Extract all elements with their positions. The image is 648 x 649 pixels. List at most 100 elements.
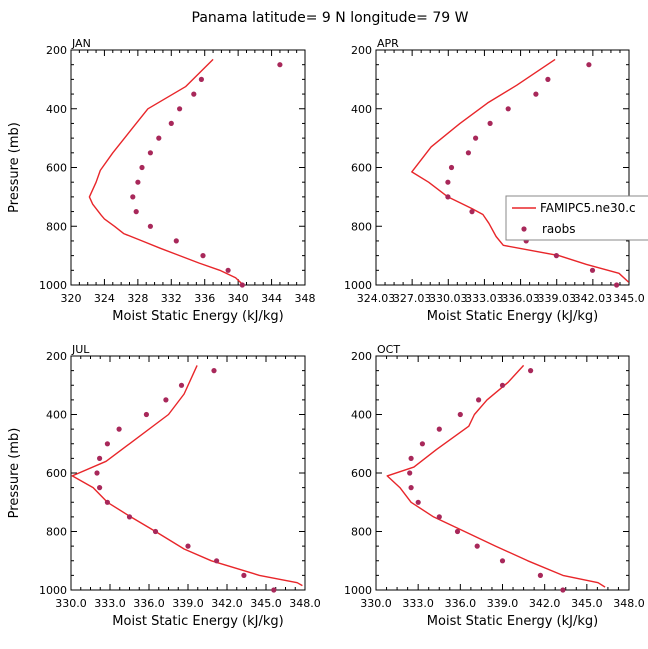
obs-point — [476, 397, 482, 403]
x-tick-label: 333.0 — [402, 597, 434, 610]
obs-point — [211, 368, 217, 374]
y-tick-label: 1000 — [344, 279, 372, 292]
y-tick-label: 200 — [351, 350, 372, 363]
x-tick-label: 336.03 — [501, 292, 540, 305]
x-tick-label: 345.0 — [250, 597, 282, 610]
x-tick-label: 324 — [94, 292, 115, 305]
obs-point — [173, 238, 179, 244]
y-tick-label: 400 — [46, 409, 67, 422]
model-line — [88, 58, 244, 286]
panel-jan: JAN 320 324 328 332 336 340 344 348 200 400 600 800 1… — [7, 37, 316, 324]
plot-frame — [375, 355, 630, 591]
obs-point — [152, 528, 159, 535]
obs-point — [104, 499, 110, 505]
obs-point — [407, 470, 413, 476]
legend-marker-obs — [521, 226, 527, 232]
legend: FAMIPC5.ne30.c raobs — [505, 195, 648, 241]
panel-label: JUL — [71, 343, 90, 356]
panel-apr: APR324.03327.03330.03333.03336.03339.033… — [344, 37, 645, 324]
panel-jul: JUL 330.0 333.0 336.0 339.0 342.0 345.0 348.0 20… — [7, 343, 321, 629]
obs-point — [104, 441, 110, 447]
obs-point — [143, 411, 149, 418]
x-tick-label: 339.03 — [537, 292, 576, 305]
obs-point — [177, 106, 183, 112]
y-tick-label: 800 — [351, 220, 372, 233]
x-tick-label: 336.0 — [445, 597, 477, 610]
y-tick-label: 800 — [351, 526, 372, 539]
obs-point — [457, 411, 463, 418]
obs-point — [147, 150, 153, 156]
x-tick-label: 333.0 — [94, 597, 126, 610]
x-tick-label: 320 — [61, 292, 82, 305]
obs-point — [537, 572, 544, 579]
obs-point — [419, 441, 425, 447]
obs-point — [454, 528, 461, 535]
x-axis-label: Moist Static Energy (kJ/kg) — [112, 309, 283, 324]
obs-point — [185, 543, 191, 549]
obs-point — [198, 76, 204, 82]
obs-point — [97, 455, 103, 461]
panel-oct: OCT 330.0 333.0 336.0 339.0 342.0 345.0 348.0 20… — [344, 343, 645, 629]
x-tick-label: 339.0 — [487, 597, 519, 610]
obs-point — [168, 120, 174, 126]
y-tick-label: 200 — [351, 44, 372, 57]
y-tick-label: 600 — [46, 162, 67, 175]
plot-frame — [70, 49, 306, 286]
obs-point — [225, 267, 231, 273]
model-line — [411, 58, 630, 283]
legend-label-obs: raobs — [542, 222, 576, 236]
obs-point — [499, 382, 506, 388]
x-tick-label: 342.0 — [211, 597, 243, 610]
plot-frame — [70, 355, 306, 591]
y-tick-label: 600 — [46, 467, 67, 480]
obs-point — [499, 558, 506, 564]
obs-point — [415, 499, 421, 505]
obs-point — [239, 282, 245, 288]
obs-point — [94, 470, 100, 476]
y-tick-label: 800 — [46, 526, 67, 539]
obs-point — [505, 106, 511, 112]
obs-point — [436, 426, 442, 432]
obs-point — [474, 543, 480, 549]
obs-point — [214, 558, 220, 564]
y-tick-label: 600 — [351, 467, 372, 480]
y-tick-label: 800 — [46, 220, 67, 233]
x-tick-label: 324.03 — [357, 292, 396, 305]
obs-point — [448, 164, 455, 171]
obs-point — [469, 209, 475, 215]
obs-point — [560, 587, 566, 593]
panel-label: APR — [377, 37, 399, 50]
figure-title: Panama latitude= 9 N longitude= 79 W — [192, 10, 469, 26]
x-axis-label: Moist Static Energy (kJ/kg) — [427, 614, 598, 629]
model-line — [71, 365, 303, 587]
obs-point — [589, 267, 596, 273]
panels: JAN 320 324 328 332 336 340 344 348 200 400 600 800 1… — [7, 37, 645, 629]
x-tick-label: 330.03 — [429, 292, 468, 305]
y-tick-label: 1000 — [39, 279, 67, 292]
obs-point — [191, 91, 197, 97]
x-tick-label: 339.0 — [172, 597, 204, 610]
obs-point — [116, 426, 122, 432]
x-tick-label: 348 — [295, 292, 316, 305]
x-tick-label: 330.0 — [360, 597, 392, 610]
y-tick-label: 600 — [351, 162, 372, 175]
x-tick-label: 348.0 — [613, 597, 645, 610]
y-tick-label: 1000 — [344, 584, 372, 597]
obs-point — [436, 514, 442, 520]
x-tick-label: 328 — [127, 292, 148, 305]
obs-point — [271, 587, 277, 593]
x-tick-label: 336 — [194, 292, 215, 305]
obs-point — [528, 368, 534, 374]
obs-point — [465, 150, 471, 156]
x-tick-label: 336.0 — [133, 597, 165, 610]
model-line — [386, 364, 606, 588]
obs-point — [178, 382, 185, 388]
x-axis-label: Moist Static Energy (kJ/kg) — [427, 309, 598, 324]
obs-point — [445, 194, 451, 200]
x-tick-label: 342.03 — [574, 292, 613, 305]
x-tick-label: 330.0 — [55, 597, 87, 610]
y-tick-label: 400 — [351, 409, 372, 422]
y-tick-label: 200 — [46, 350, 67, 363]
y-tick-label: 200 — [46, 44, 67, 57]
